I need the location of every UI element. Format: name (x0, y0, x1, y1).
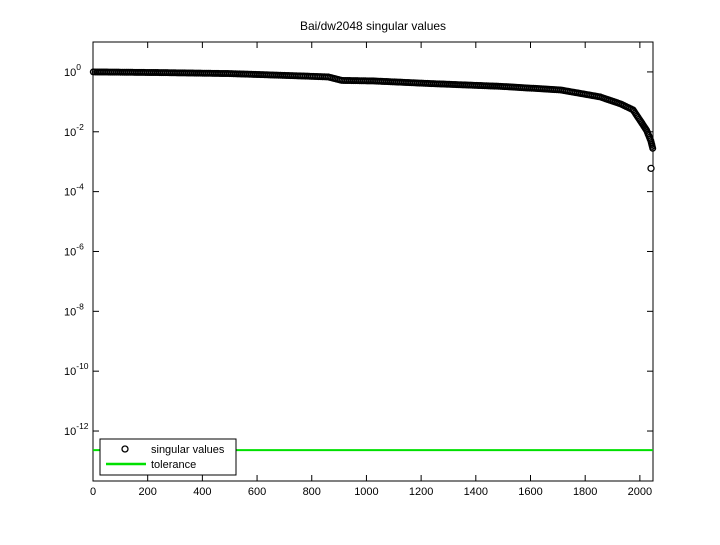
x-tick-label: 2000 (628, 486, 652, 498)
y-tick-label: 10-12 (64, 421, 89, 438)
y-tick-label: 100 (64, 62, 81, 79)
plot-area-border (92, 41, 654, 482)
x-tick-label: 0 (90, 486, 96, 498)
x-tick-label: 1800 (573, 486, 597, 498)
outlier-marker (647, 164, 655, 172)
y-tick-label: 10-2 (64, 122, 84, 139)
x-tick-label: 200 (139, 486, 157, 498)
y-tick-label: 10-8 (64, 301, 84, 318)
x-tick-label: 1000 (354, 486, 378, 498)
data-marker (649, 144, 657, 152)
y-tick-label: 10-10 (64, 361, 89, 378)
x-tick-label: 1400 (464, 486, 488, 498)
y-tick-label: 10-4 (64, 182, 84, 199)
chart-title: Bai/dw2048 singular values (300, 19, 446, 33)
y-axis-tick-labels: 100 10-2 10-4 10-6 10-8 10-10 10-12 (64, 62, 89, 438)
singular-values-marker-icon (121, 445, 129, 453)
singular-values-series (89, 68, 657, 172)
legend-label-tolerance: tolerance (151, 459, 196, 471)
legend-box (99, 438, 237, 476)
legend: singular values tolerance (99, 438, 237, 476)
axis-ticks (92, 42, 653, 481)
x-tick-label: 400 (193, 486, 211, 498)
x-axis-tick-labels: 0 200 400 600 800 1000 1200 1400 1600 1800 2000 (90, 486, 652, 498)
legend-label-singular-values: singular values (151, 444, 225, 456)
x-tick-label: 1200 (409, 486, 433, 498)
x-tick-label: 1600 (518, 486, 542, 498)
x-tick-label: 800 (303, 486, 321, 498)
x-tick-label: 600 (248, 486, 266, 498)
y-tick-label: 10-6 (64, 241, 84, 258)
